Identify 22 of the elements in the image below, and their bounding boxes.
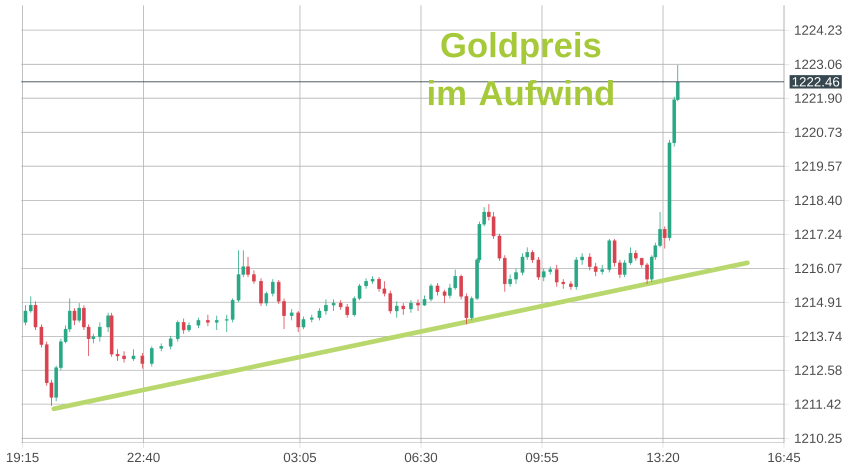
- x-tick-label: 06:30: [404, 452, 438, 462]
- y-tick-label: 1223.06: [795, 60, 842, 70]
- y-tick-label: 1219.57: [795, 161, 842, 171]
- y-tick-label: 1212.58: [795, 366, 842, 375]
- y-tick-label: 1221.90: [795, 93, 842, 103]
- y-tick-label: 1213.74: [795, 332, 842, 342]
- x-tick-label: 19:15: [6, 452, 39, 462]
- y-tick-label: 1217.24: [795, 230, 842, 239]
- x-tick-label: 22:40: [128, 452, 160, 462]
- ref-line-label: 1222.46: [792, 77, 840, 87]
- y-tick-label: 1211.42: [795, 399, 841, 409]
- y-tick-label: 1220.73: [795, 128, 842, 138]
- x-tick-label: 03:05: [284, 452, 316, 462]
- x-tick-label: 16:45: [768, 452, 800, 462]
- x-tick-label: 09:55: [526, 452, 558, 462]
- y-tick-label: 1224.23: [795, 25, 842, 35]
- x-tick-label: 13:20: [647, 452, 680, 462]
- text: Goldpreis im Aufwind: [428, 32, 613, 106]
- y-tick-label: 1214.91: [795, 298, 842, 307]
- y-tick-label: 1216.07: [795, 264, 842, 274]
- y-tick-label: 1218.40: [795, 196, 842, 206]
- y-tick-label: 1210.25: [795, 434, 842, 444]
